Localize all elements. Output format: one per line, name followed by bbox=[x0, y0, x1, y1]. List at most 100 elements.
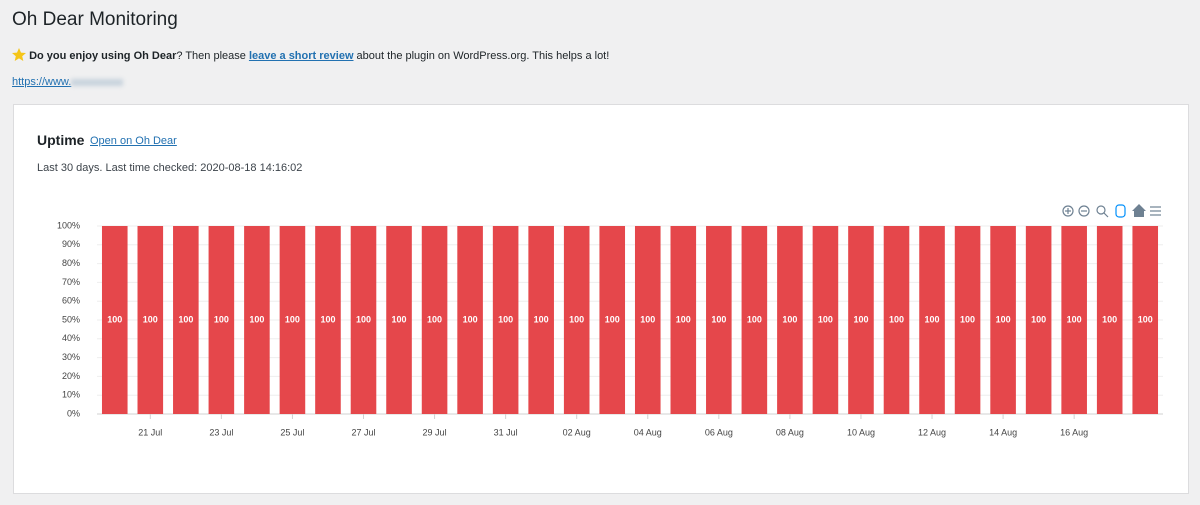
data-label: 100 bbox=[960, 314, 975, 324]
x-tick-label: 12 Aug bbox=[918, 427, 946, 437]
bar bbox=[1061, 226, 1087, 414]
bar bbox=[670, 226, 697, 414]
zoom-in-button[interactable] bbox=[1062, 205, 1074, 217]
bar bbox=[634, 226, 661, 414]
pan-button[interactable] bbox=[1115, 204, 1126, 218]
card-title: Uptime bbox=[37, 132, 85, 148]
data-label: 100 bbox=[320, 314, 335, 324]
bar bbox=[706, 226, 732, 414]
zoom-out-button[interactable] bbox=[1078, 205, 1090, 217]
data-label: 100 bbox=[747, 314, 762, 324]
x-tick-label: 10 Aug bbox=[847, 427, 875, 437]
data-label: 100 bbox=[818, 314, 833, 324]
x-tick-label: 06 Aug bbox=[705, 427, 733, 437]
y-tick-label: 30% bbox=[62, 352, 80, 362]
y-tick-label: 70% bbox=[62, 277, 80, 287]
menu-button[interactable] bbox=[1150, 206, 1161, 216]
bar bbox=[421, 226, 448, 414]
data-label: 100 bbox=[1067, 314, 1082, 324]
x-tick-label: 08 Aug bbox=[776, 427, 804, 437]
bar bbox=[137, 226, 164, 414]
bar bbox=[848, 226, 874, 414]
bar bbox=[954, 226, 981, 414]
bar bbox=[528, 226, 554, 414]
bar bbox=[777, 226, 803, 414]
data-label: 100 bbox=[356, 314, 371, 324]
data-label: 100 bbox=[1031, 314, 1046, 324]
y-tick-label: 20% bbox=[62, 371, 80, 381]
data-label: 100 bbox=[605, 314, 620, 324]
bar bbox=[1096, 226, 1123, 414]
bar bbox=[883, 226, 910, 414]
site-link-text: https://www. bbox=[12, 76, 72, 88]
data-label: 100 bbox=[427, 314, 442, 324]
y-tick-label: 10% bbox=[62, 390, 80, 400]
y-tick-label: 100% bbox=[57, 220, 80, 230]
star-icon bbox=[12, 48, 26, 61]
bar bbox=[244, 226, 270, 414]
y-tick-label: 0% bbox=[67, 408, 80, 418]
x-tick-label: 16 Aug bbox=[1060, 427, 1088, 437]
bar bbox=[173, 226, 199, 414]
review-notice: Do you enjoy using Oh Dear? Then please … bbox=[12, 48, 609, 62]
y-tick-label: 40% bbox=[62, 333, 80, 343]
bar bbox=[1025, 226, 1052, 414]
bar bbox=[350, 226, 377, 414]
blurred-domain bbox=[71, 78, 124, 86]
review-text: about the plugin on WordPress.org. This … bbox=[353, 50, 610, 62]
y-tick-label: 80% bbox=[62, 258, 80, 268]
x-tick-label: 02 Aug bbox=[563, 427, 591, 437]
x-tick-label: 14 Aug bbox=[989, 427, 1017, 437]
data-label: 100 bbox=[782, 314, 797, 324]
data-label: 100 bbox=[463, 314, 478, 324]
bar bbox=[208, 226, 235, 414]
data-label: 100 bbox=[1102, 314, 1117, 324]
site-link[interactable]: https://www. bbox=[12, 76, 124, 88]
data-label: 100 bbox=[178, 314, 193, 324]
x-tick-label: 21 Jul bbox=[138, 427, 162, 437]
data-label: 100 bbox=[534, 314, 549, 324]
chart-toolbar bbox=[1062, 204, 1161, 218]
zoom-button[interactable] bbox=[1096, 205, 1109, 218]
data-label: 100 bbox=[640, 314, 655, 324]
bar bbox=[599, 226, 626, 414]
data-label: 100 bbox=[925, 314, 940, 324]
x-tick-label: 23 Jul bbox=[209, 427, 233, 437]
bar bbox=[457, 226, 483, 414]
bar bbox=[919, 226, 945, 414]
data-label: 100 bbox=[285, 314, 300, 324]
data-label: 100 bbox=[498, 314, 513, 324]
bar bbox=[279, 226, 306, 414]
card-subtitle: Last 30 days. Last time checked: 2020-08… bbox=[37, 162, 303, 174]
data-label: 100 bbox=[853, 314, 868, 324]
data-label: 100 bbox=[569, 314, 584, 324]
card-link[interactable]: Open on Oh Dear bbox=[90, 135, 177, 147]
review-text: ? Then please bbox=[176, 50, 249, 62]
review-bold: Do you enjoy using Oh Dear bbox=[29, 50, 177, 62]
bar bbox=[741, 226, 768, 414]
bar bbox=[101, 226, 128, 414]
data-label: 100 bbox=[711, 314, 726, 324]
bar bbox=[1132, 226, 1159, 414]
site-url: https://www. bbox=[12, 76, 124, 88]
data-label: 100 bbox=[143, 314, 158, 324]
review-link[interactable]: leave a short review bbox=[248, 50, 354, 62]
y-tick-label: 90% bbox=[62, 239, 80, 249]
bar bbox=[563, 226, 590, 414]
data-label: 100 bbox=[996, 314, 1011, 324]
data-label: 100 bbox=[889, 314, 904, 324]
data-label: 100 bbox=[676, 314, 691, 324]
reset-button[interactable] bbox=[1132, 204, 1146, 217]
x-tick-label: 27 Jul bbox=[351, 427, 375, 437]
page-title: Oh Dear Monitoring bbox=[12, 9, 178, 30]
data-label: 100 bbox=[1138, 314, 1153, 324]
data-label: 100 bbox=[249, 314, 264, 324]
x-tick-label: 25 Jul bbox=[280, 427, 304, 437]
data-label: 100 bbox=[392, 314, 407, 324]
bar bbox=[315, 226, 341, 414]
bar bbox=[990, 226, 1016, 414]
bar bbox=[386, 226, 412, 414]
bar bbox=[492, 226, 519, 414]
bar bbox=[812, 226, 839, 414]
